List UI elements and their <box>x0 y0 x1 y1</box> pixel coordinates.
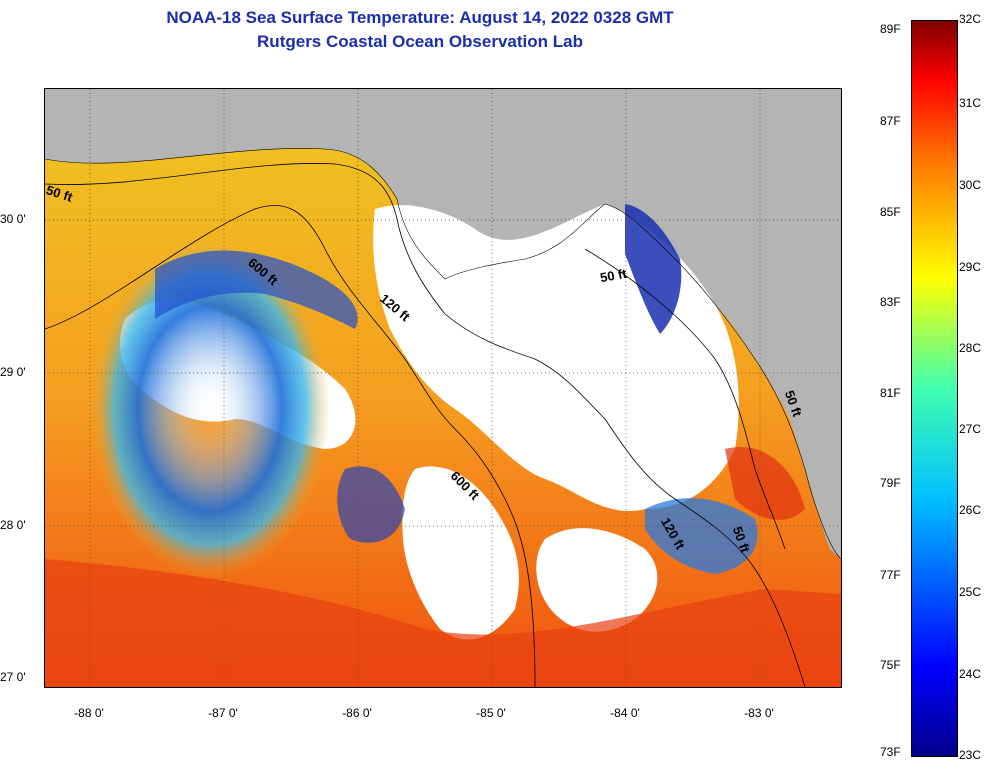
lon-label-86: -86 0' <box>342 706 372 720</box>
colorbar-f-85: 85F <box>880 205 901 219</box>
cold-eddy <box>90 239 330 579</box>
warm-se <box>725 447 805 520</box>
lon-label-87: -87 0' <box>208 706 238 720</box>
lat-label-28: 28 0' <box>0 518 26 532</box>
colorbar-f-89: 89F <box>880 22 901 36</box>
sst-map-graphic <box>45 89 841 687</box>
colorbar-f-75: 75F <box>880 658 901 672</box>
lon-label-88: -88 0' <box>74 706 104 720</box>
lon-label-83: -83 0' <box>744 706 774 720</box>
cold-patch-east <box>625 204 682 334</box>
cold-band-north <box>155 250 358 329</box>
colorbar-f-87: 87F <box>880 114 901 128</box>
colorbar-c-31: 31C <box>959 96 982 110</box>
map-subtitle: Rutgers Coastal Ocean Observation Lab <box>257 32 583 51</box>
cloud-south <box>536 528 658 632</box>
map-title: NOAA-18 Sea Surface Temperature: August … <box>166 8 674 27</box>
warm-south <box>45 559 841 687</box>
lat-label-27: 27 0' <box>0 670 26 684</box>
colorbar-c-30: 30C <box>959 178 982 192</box>
lon-label-85: -85 0' <box>476 706 506 720</box>
colorbar-c-29: 29C <box>959 260 982 274</box>
colorbar-f-83: 83F <box>880 295 901 309</box>
lat-label-29: 29 0' <box>0 365 26 379</box>
colorbar-f-79: 79F <box>880 476 901 490</box>
colorbar-c-28: 28C <box>959 341 982 355</box>
colorbar-f-77: 77F <box>880 568 901 582</box>
colorbar-c-26: 26C <box>959 503 982 517</box>
colorbar-f-81: 81F <box>880 386 901 400</box>
lat-label-30: 30 0' <box>0 212 26 226</box>
sst-map <box>44 88 842 688</box>
bathymetry-contours <box>45 163 806 687</box>
colorbar-c-24: 24C <box>959 667 982 681</box>
colorbar-c-23: 23C <box>959 748 982 762</box>
grid-lines <box>45 89 841 687</box>
temperature-colorbar <box>911 20 958 757</box>
colorbar-c-27: 27C <box>959 422 982 436</box>
lon-label-84: -84 0' <box>610 706 640 720</box>
coastline <box>45 148 841 560</box>
cloud-center <box>402 466 519 640</box>
colorbar-f-73: 73F <box>880 745 901 759</box>
cold-patch-se <box>645 498 758 574</box>
colorbar-c-32: 32C <box>959 12 982 26</box>
cold-patch-center <box>337 466 405 543</box>
colorbar-c-25: 25C <box>959 585 982 599</box>
